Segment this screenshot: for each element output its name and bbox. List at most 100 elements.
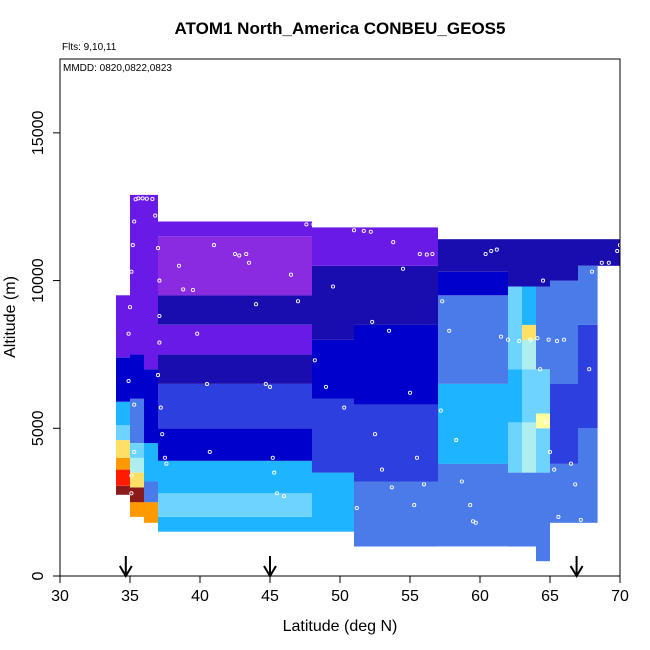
heatmap-cell bbox=[508, 369, 522, 423]
flight-track-point bbox=[543, 420, 548, 425]
flight-track-point bbox=[132, 449, 137, 454]
flight-track-point bbox=[270, 455, 275, 460]
heatmap-cell bbox=[130, 443, 144, 458]
flight-track-point bbox=[599, 260, 604, 265]
heatmap-cell bbox=[312, 398, 354, 473]
flight-track-point bbox=[556, 514, 561, 519]
y-axis: 0 5000 10000 15000 bbox=[30, 111, 60, 580]
heatmap-cell bbox=[522, 239, 536, 287]
flight-track-point bbox=[129, 491, 134, 496]
heatmap-cell bbox=[438, 384, 508, 464]
x-axis: 30 35 40 45 50 55 60 65 70 bbox=[51, 576, 629, 605]
heatmap-cell bbox=[522, 324, 536, 340]
flight-track-point bbox=[368, 229, 373, 234]
arrow-markers bbox=[118, 556, 584, 578]
flight-track-point bbox=[127, 305, 133, 310]
flight-track-point bbox=[505, 337, 511, 342]
heatmap-cell bbox=[578, 324, 598, 429]
flight-track-point bbox=[164, 461, 169, 466]
heatmap-cell bbox=[116, 485, 130, 495]
heatmap-cell bbox=[144, 369, 158, 444]
heatmap-cell bbox=[312, 227, 354, 266]
flight-track-point bbox=[417, 251, 422, 257]
heatmap-cell bbox=[438, 239, 508, 272]
heatmap-cell bbox=[508, 472, 522, 547]
flight-track-point bbox=[535, 336, 540, 341]
heatmap-cell bbox=[578, 239, 620, 266]
heatmap-cell bbox=[130, 457, 144, 473]
flight-track-point bbox=[546, 337, 551, 342]
heatmap-cell bbox=[354, 324, 438, 405]
heatmap-cell bbox=[158, 428, 312, 461]
flight-track-point bbox=[578, 517, 583, 522]
flight-track-point bbox=[244, 251, 249, 257]
flight-track-point bbox=[130, 243, 135, 248]
flight-track-point bbox=[494, 247, 499, 252]
flight-track-point bbox=[207, 449, 212, 454]
flight-track-point bbox=[304, 222, 309, 227]
flight-track-point bbox=[274, 491, 280, 496]
y-tick-label: 10000 bbox=[30, 258, 47, 303]
down-arrow-icon bbox=[569, 556, 584, 578]
flight-track-point bbox=[361, 228, 366, 233]
heatmap-cell bbox=[536, 369, 550, 414]
flight-track-point bbox=[140, 196, 145, 201]
flight-track-point bbox=[190, 287, 196, 293]
heatmap-cell bbox=[354, 404, 438, 482]
heatmap-cell bbox=[312, 339, 354, 399]
flight-track-point bbox=[568, 461, 574, 466]
heatmap-cell bbox=[508, 239, 522, 287]
flight-track-point bbox=[554, 339, 560, 344]
heatmap-cell bbox=[116, 357, 130, 402]
flight-track-point bbox=[498, 334, 504, 339]
heatmap-cell bbox=[536, 413, 550, 429]
heatmap-cell bbox=[522, 286, 536, 325]
flight-track-point bbox=[421, 482, 427, 487]
flight-track-point bbox=[150, 196, 155, 202]
y-tick-label: 15000 bbox=[30, 111, 47, 156]
heatmap-cell bbox=[578, 428, 598, 523]
heatmap-cell bbox=[158, 324, 312, 355]
y-axis-label: Altitude (m) bbox=[2, 276, 19, 358]
flight-track-point bbox=[547, 449, 553, 454]
flight-track-point bbox=[155, 373, 161, 378]
x-tick-label: 35 bbox=[121, 588, 139, 605]
x-tick-label: 60 bbox=[471, 588, 489, 605]
flight-track-point bbox=[160, 432, 165, 437]
heatmap-cell bbox=[158, 236, 312, 296]
heatmap-cell bbox=[508, 422, 522, 473]
flight-track-point bbox=[489, 248, 494, 254]
chart-title: ATOM1 North_America CONBEU_GEOS5 bbox=[175, 19, 506, 38]
flight-track-point bbox=[370, 319, 375, 324]
flight-track-point bbox=[540, 278, 546, 283]
heatmap-cell bbox=[116, 401, 130, 426]
x-tick-label: 65 bbox=[541, 588, 559, 605]
heatmap-cell bbox=[144, 481, 158, 503]
flight-track-point bbox=[342, 405, 347, 410]
heatmap-cell bbox=[536, 428, 550, 473]
flight-track-point bbox=[323, 384, 329, 389]
flight-track-point bbox=[351, 228, 357, 233]
flight-track-point bbox=[126, 378, 131, 384]
flight-track-point bbox=[158, 405, 163, 410]
heatmap-cell bbox=[130, 398, 144, 443]
x-tick-label: 70 bbox=[611, 588, 629, 605]
flight-track-point bbox=[195, 331, 200, 336]
flight-track-point bbox=[430, 251, 435, 257]
heatmap-cell bbox=[130, 354, 144, 399]
flight-track-point bbox=[129, 473, 134, 478]
flight-track-point bbox=[379, 467, 385, 472]
flight-track-point bbox=[587, 367, 592, 372]
flight-track-point bbox=[176, 263, 182, 268]
heatmap-cell bbox=[508, 286, 522, 370]
flight-track-point bbox=[311, 222, 316, 227]
flight-track-point bbox=[606, 260, 611, 265]
flight-track-point bbox=[157, 278, 162, 283]
heatmap-cell bbox=[550, 463, 578, 523]
x-tick-label: 40 bbox=[191, 588, 209, 605]
flight-track-point bbox=[407, 390, 413, 395]
flight-track-point bbox=[272, 470, 277, 475]
y-tick-label: 0 bbox=[30, 571, 47, 580]
heatmap-cell bbox=[438, 295, 508, 384]
flight-track-point bbox=[454, 438, 459, 443]
